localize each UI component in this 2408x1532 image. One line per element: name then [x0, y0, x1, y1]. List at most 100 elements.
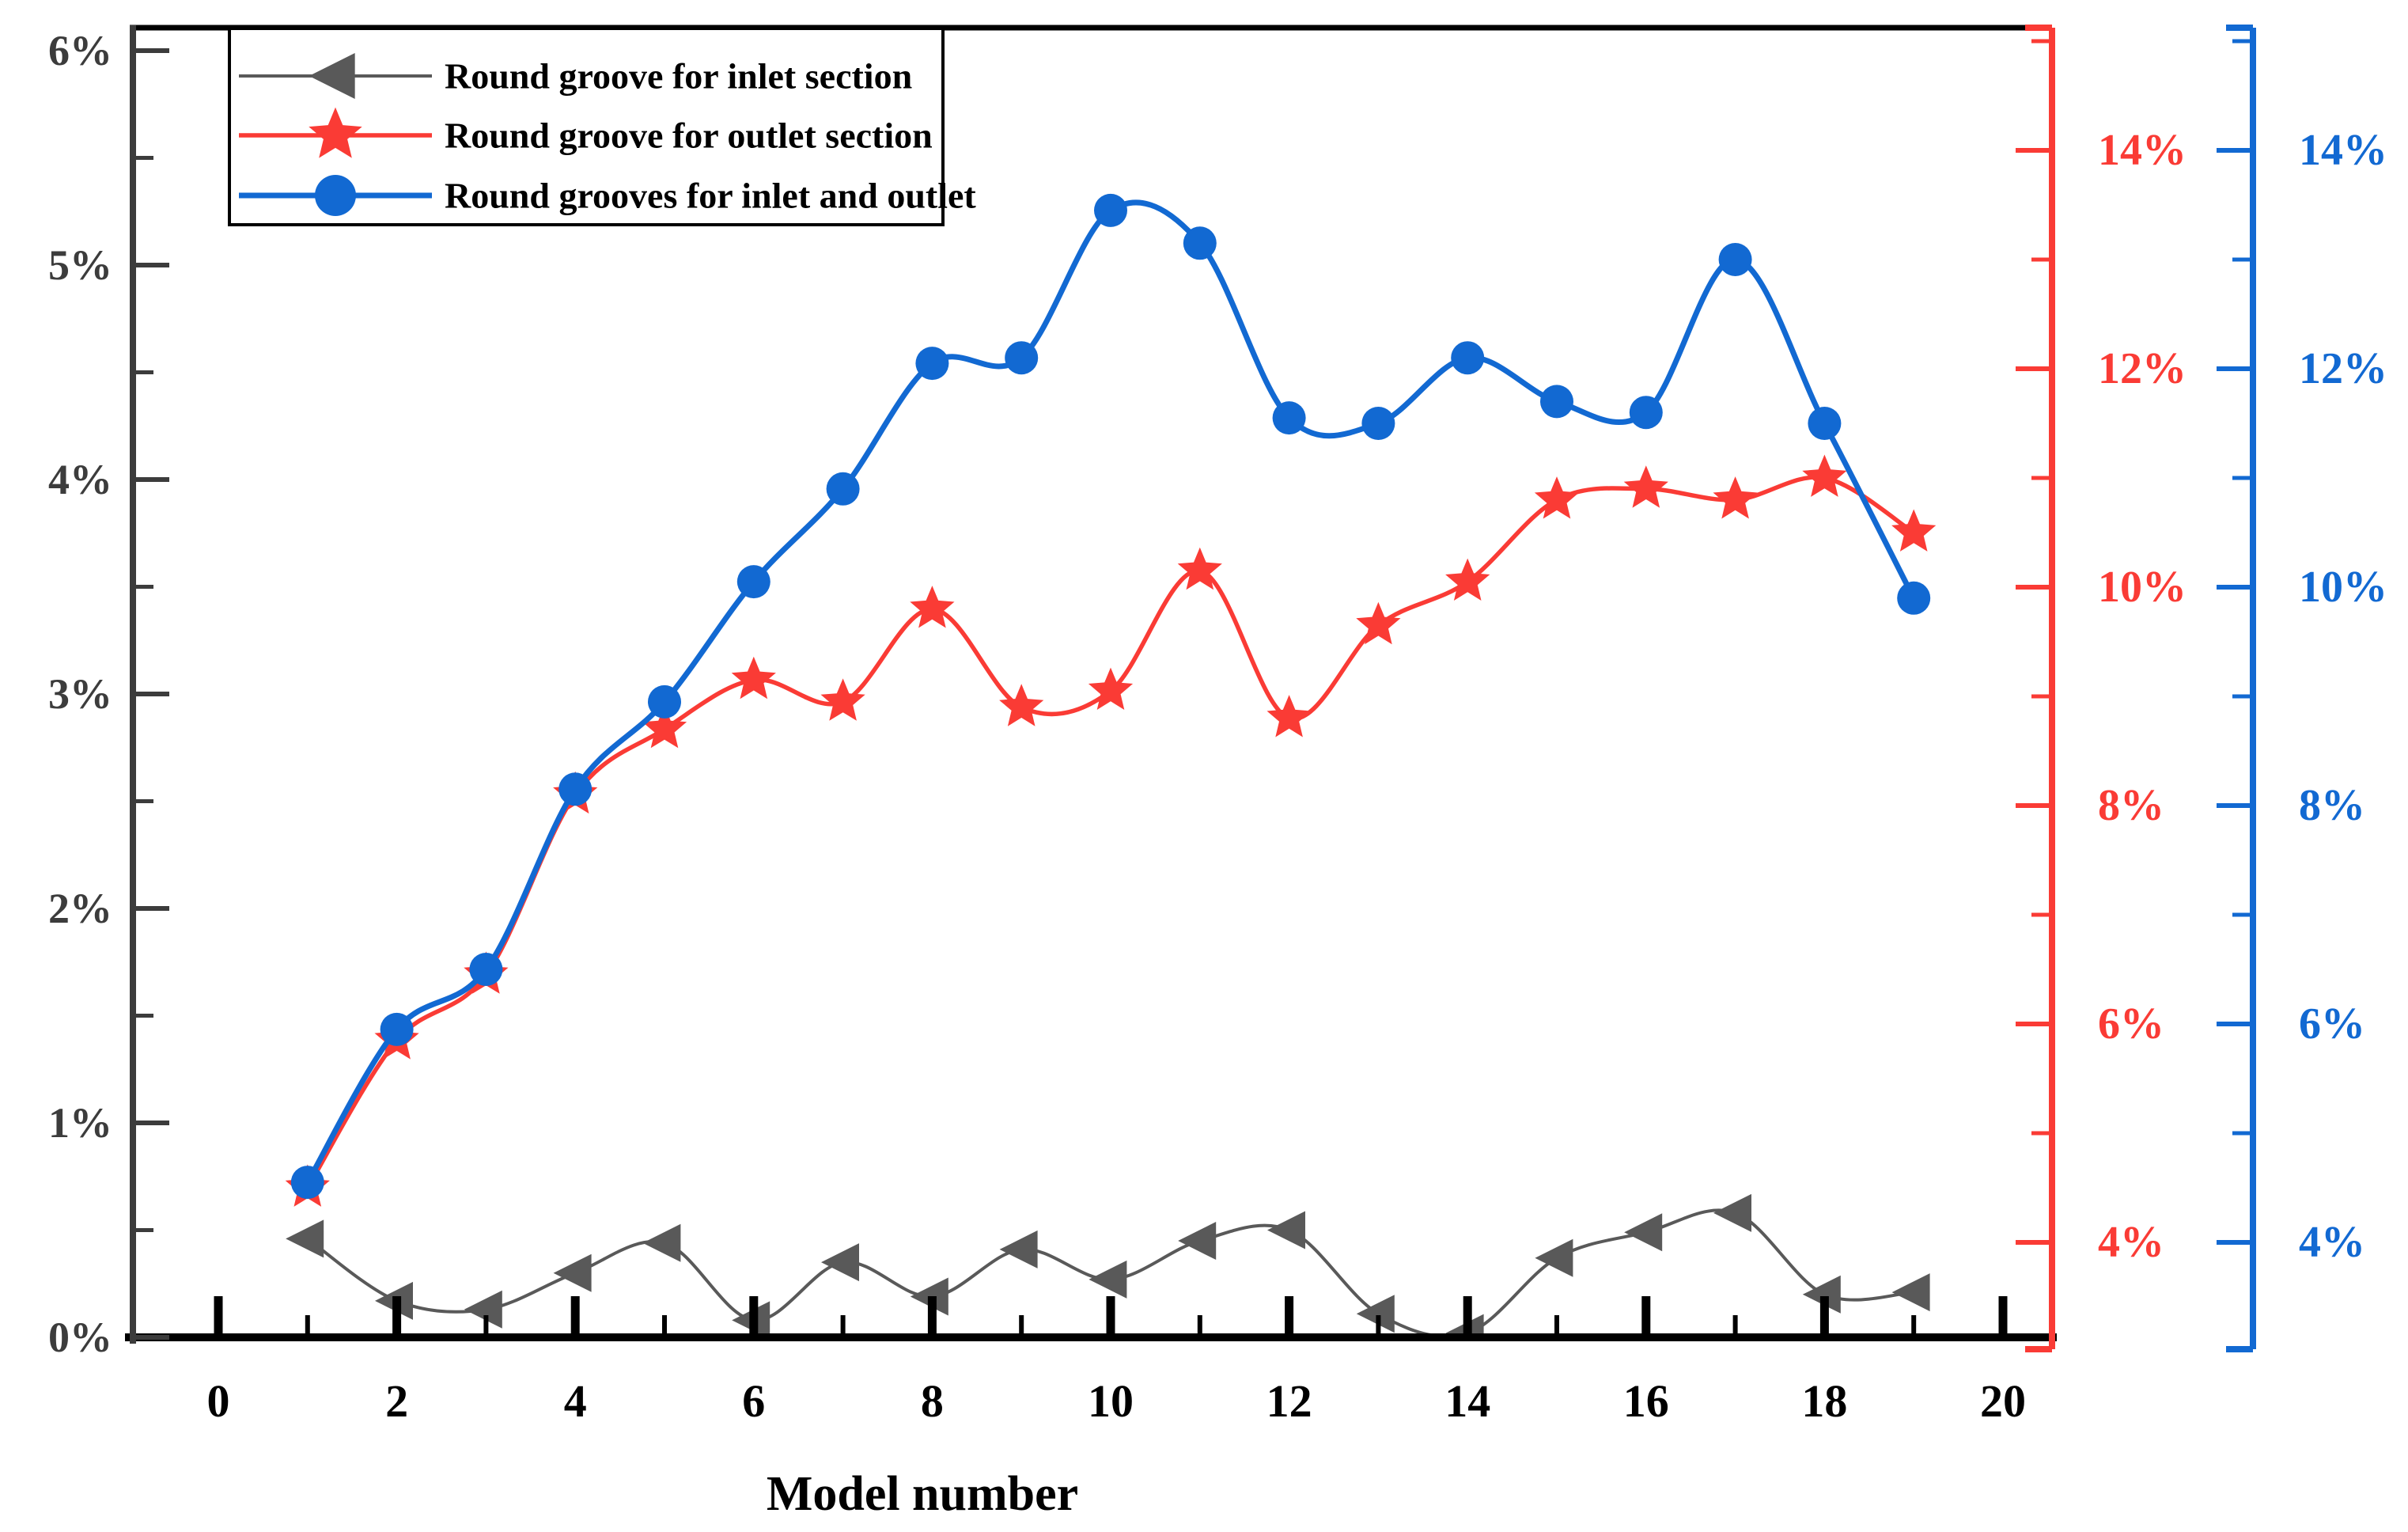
blue-axis-tick-label: 14%: [2299, 126, 2387, 175]
blue-axis-tick-label: 6%: [2299, 999, 2365, 1049]
circle-marker: [1808, 407, 1842, 440]
left-axis: 0% 1% 2% 3% 4% 5% 6%: [48, 25, 169, 1361]
circle-marker: [315, 175, 356, 216]
x-tick-label: 20: [1980, 1375, 2026, 1427]
triangle-left-marker: [1713, 1193, 1751, 1232]
star-marker: [1088, 667, 1134, 710]
star-marker: [1623, 465, 1668, 508]
circle-marker: [1451, 341, 1485, 375]
triangle-left-marker: [999, 1230, 1038, 1268]
circle-marker: [1094, 193, 1127, 227]
circle-marker: [1540, 385, 1573, 419]
circle-marker: [1005, 341, 1039, 375]
left-tick-label: 3%: [48, 670, 112, 718]
x-axis-title: Model number: [767, 1467, 1078, 1521]
series-line-outlet: [305, 475, 1916, 1190]
triangle-left-marker: [642, 1223, 681, 1262]
triangle-left-marker: [1356, 1295, 1395, 1333]
triangle-left-marker: [1535, 1238, 1573, 1277]
star-marker: [1177, 547, 1222, 590]
star-marker: [642, 705, 687, 749]
star-marker: [910, 586, 955, 628]
left-tick-label: 0%: [48, 1314, 112, 1361]
legend-label: Round grooves for inlet and outlet: [445, 176, 976, 216]
star-marker: [731, 656, 776, 700]
triangle-left-marker: [309, 53, 355, 99]
circle-marker: [558, 772, 593, 806]
x-tick-label: 10: [1088, 1375, 1134, 1427]
triangle-left-marker: [286, 1219, 324, 1258]
circle-marker: [1272, 401, 1306, 435]
left-tick-label: 1%: [48, 1099, 112, 1147]
star-marker: [999, 684, 1044, 726]
series-layer: [285, 193, 1937, 1337]
x-tick-label: 6: [742, 1375, 765, 1427]
x-tick-label: 0: [207, 1375, 230, 1427]
star-marker: [1534, 476, 1580, 519]
star-marker: [1891, 509, 1937, 552]
triangle-left-marker: [1267, 1211, 1305, 1249]
triangle-left-marker: [553, 1253, 592, 1292]
red-axis-tick-label: 4%: [2098, 1218, 2164, 1267]
blue-axis-tick-label: 4%: [2299, 1218, 2365, 1267]
x-tick-label: 4: [564, 1375, 587, 1427]
red-axis-tick-label: 14%: [2098, 126, 2187, 175]
legend-label: Round groove for outlet section: [445, 116, 933, 156]
series-inlet: [286, 1193, 1930, 1337]
left-tick-label: 6%: [48, 27, 112, 74]
star-marker: [820, 678, 865, 721]
blue-axis-tick-label: 10%: [2299, 563, 2387, 612]
star-marker: [309, 107, 362, 158]
circle-marker: [290, 1166, 324, 1200]
circle-marker: [648, 684, 681, 719]
circle-marker: [1718, 243, 1752, 276]
legend-item-inlet: Round groove for inlet section: [239, 53, 912, 99]
blue-axis: 4% 6% 8% 10% 12% 14%: [2217, 25, 2387, 1352]
triangle-left-marker: [821, 1243, 859, 1282]
legend-item-outlet: Round groove for outlet section: [239, 107, 933, 158]
red-axis-tick-label: 8%: [2098, 781, 2164, 830]
series-outlet: [285, 454, 1937, 1207]
circle-marker: [1629, 396, 1663, 430]
triangle-left-marker: [1089, 1260, 1127, 1299]
x-tick-label: 14: [1444, 1375, 1490, 1427]
left-tick-label: 2%: [48, 885, 112, 932]
triangle-left-marker: [1802, 1275, 1841, 1314]
circle-marker: [1361, 407, 1395, 440]
legend: Round groove for inlet section Round groo…: [228, 27, 976, 226]
x-tick-label: 12: [1266, 1375, 1312, 1427]
red-axis-tick-label: 6%: [2098, 999, 2164, 1049]
circle-marker: [915, 347, 949, 381]
triangle-left-marker: [464, 1290, 502, 1329]
left-tick-label: 4%: [48, 456, 112, 503]
circle-marker: [736, 565, 770, 599]
circle-marker: [380, 1012, 414, 1046]
star-marker: [1356, 601, 1401, 645]
x-tick-label: 2: [385, 1375, 408, 1427]
x-tick-label: 8: [921, 1375, 944, 1427]
red-axis-tick-label: 10%: [2098, 563, 2187, 612]
blue-axis-tick-label: 12%: [2299, 344, 2387, 393]
red-axis: 4% 6% 8% 10% 12% 14%: [2016, 25, 2187, 1352]
triangle-left-marker: [1624, 1213, 1663, 1252]
star-marker: [1445, 558, 1490, 601]
legend-item-inlet-outlet: Round grooves for inlet and outlet: [239, 175, 976, 216]
triangle-left-marker: [1891, 1273, 1930, 1312]
triangle-left-marker: [1178, 1222, 1217, 1261]
red-axis-tick-label: 12%: [2098, 344, 2187, 393]
legend-label: Round groove for inlet section: [445, 56, 912, 97]
circle-marker: [1183, 226, 1217, 260]
series-inlet-outlet: [290, 193, 1931, 1200]
circle-marker: [469, 953, 503, 986]
x-axis: 0 2 4 6 8 10 12 14 16 18 20 Model number: [207, 1296, 2026, 1521]
circle-marker: [1897, 581, 1931, 615]
star-marker: [1713, 476, 1758, 519]
star-marker: [1266, 695, 1312, 738]
x-tick-label: 18: [1801, 1375, 1847, 1427]
blue-axis-tick-label: 8%: [2299, 781, 2365, 830]
circle-marker: [826, 472, 860, 506]
star-marker: [1802, 454, 1847, 497]
x-tick-label: 16: [1623, 1375, 1669, 1427]
left-tick-label: 5%: [48, 241, 112, 289]
